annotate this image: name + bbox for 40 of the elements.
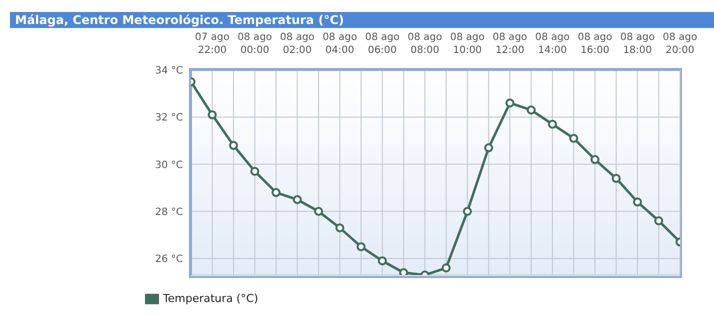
x-tick-label: 08 ago 06:00 bbox=[365, 32, 400, 56]
point bbox=[250, 166, 260, 176]
legend-label: Temperatura (°C) bbox=[163, 292, 258, 306]
x-tick-label: 08 ago 00:00 bbox=[238, 32, 272, 56]
point bbox=[399, 268, 408, 275]
point bbox=[292, 195, 302, 204]
y-tick-label: 28 °C bbox=[155, 206, 184, 218]
point bbox=[590, 155, 600, 164]
point bbox=[208, 110, 217, 120]
x-tick-label: 08 ago 04:00 bbox=[322, 32, 358, 56]
x-tick-label: 08 ago 18:00 bbox=[620, 32, 655, 56]
point bbox=[612, 174, 621, 183]
x-tick-label: 08 ago 20:00 bbox=[662, 32, 698, 56]
point bbox=[548, 120, 557, 129]
point bbox=[484, 143, 494, 152]
y-tick-label: 32 °C bbox=[155, 112, 184, 124]
x-tick-label: 08 ago 12:00 bbox=[492, 32, 528, 56]
x-tick-label: 08 ago 02:00 bbox=[280, 32, 315, 56]
x-tick-label: 08 ago 16:00 bbox=[578, 32, 612, 56]
x-tick-label: 07 ago 22:00 bbox=[195, 32, 230, 56]
point bbox=[632, 197, 642, 206]
point bbox=[526, 106, 536, 115]
point bbox=[272, 188, 281, 198]
x-tick-label: 08 ago 08:00 bbox=[408, 32, 442, 56]
x-tick-label: 08 ago 14:00 bbox=[535, 32, 570, 56]
point bbox=[505, 98, 514, 108]
y-tick-label: 30 °C bbox=[155, 160, 184, 171]
y-tick-label: 26 °C bbox=[155, 254, 184, 266]
point bbox=[314, 206, 324, 216]
point bbox=[569, 134, 578, 143]
point bbox=[442, 263, 451, 272]
point bbox=[654, 216, 664, 226]
point bbox=[378, 256, 387, 266]
y-tick-label: 34 °C bbox=[155, 66, 184, 77]
point bbox=[229, 140, 238, 150]
point bbox=[356, 242, 366, 252]
point bbox=[335, 223, 344, 232]
point bbox=[462, 206, 472, 216]
x-tick-label: 08 ago 10:00 bbox=[450, 32, 485, 56]
chart-title: Málaga, Centro Meteorológico. Temperatura (°C) bbox=[10, 12, 714, 28]
